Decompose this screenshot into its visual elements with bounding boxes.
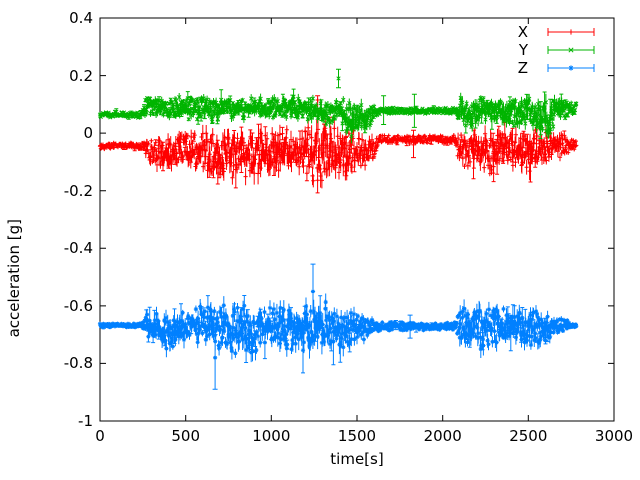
y-tick-label: -0.2 bbox=[63, 181, 93, 200]
series-z-markers bbox=[97, 289, 579, 360]
x-axis-title: time[s] bbox=[330, 450, 384, 468]
y-axis-title-text: acceleration [g] bbox=[5, 219, 23, 338]
plot-border bbox=[99, 17, 615, 422]
x-tick-label: 2500 bbox=[509, 427, 548, 445]
series-y-markers bbox=[97, 76, 579, 139]
legend-label-x: X bbox=[517, 23, 528, 41]
y-tick-label: -0.8 bbox=[63, 354, 93, 373]
y-tick-label: 0.4 bbox=[69, 9, 93, 27]
x-tick-label: 2000 bbox=[423, 427, 462, 445]
y-tick-label: -0.6 bbox=[63, 296, 93, 315]
y-tick-label: 0.2 bbox=[69, 66, 93, 85]
x-tick-label: 500 bbox=[171, 427, 200, 445]
y-tick-label: -1 bbox=[78, 412, 93, 430]
x-tick-label: 1500 bbox=[337, 427, 377, 445]
axis-ticks bbox=[99, 17, 615, 422]
legend-label-z: Z bbox=[517, 59, 528, 77]
legend-sample-z bbox=[547, 64, 595, 72]
x-tick-label: 1000 bbox=[252, 427, 291, 445]
legend-sample-y bbox=[547, 46, 595, 54]
legend-label-y: Y bbox=[518, 41, 528, 59]
y-tick-label: -0.4 bbox=[63, 239, 93, 258]
x-tick-label: 0 bbox=[95, 427, 105, 445]
x-tick-label: 3000 bbox=[594, 427, 634, 445]
legend-sample-x bbox=[547, 28, 595, 36]
y-tick-label: 0 bbox=[83, 124, 93, 143]
series-x-markers bbox=[97, 97, 579, 183]
